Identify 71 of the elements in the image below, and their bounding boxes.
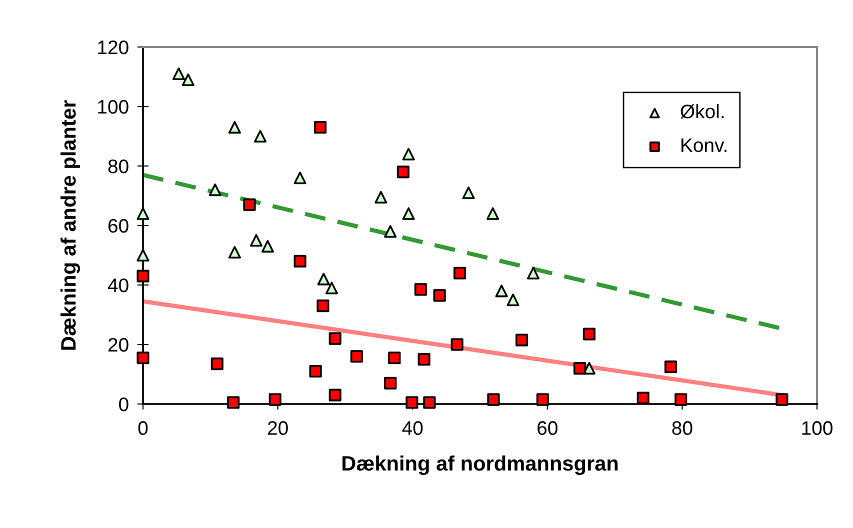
y-tick-label: 0 — [119, 397, 128, 412]
point — [450, 338, 464, 351]
point — [314, 121, 327, 134]
point — [453, 266, 466, 280]
y-tick-label: 40 — [108, 278, 128, 292]
point — [228, 246, 241, 259]
point — [250, 234, 263, 247]
point — [261, 240, 274, 253]
point — [227, 396, 240, 409]
point — [776, 393, 788, 406]
point — [136, 270, 150, 282]
point — [268, 393, 282, 406]
point — [396, 166, 410, 178]
x-tick-label: 80 — [672, 421, 692, 435]
legend-label: Økol. — [680, 104, 724, 119]
point — [350, 350, 363, 363]
point — [374, 190, 388, 204]
point — [516, 334, 528, 346]
point — [402, 148, 415, 160]
point — [294, 254, 306, 268]
x-tick-label: 100 — [802, 421, 832, 435]
legend-label: Konv. — [682, 138, 726, 152]
point — [309, 364, 322, 378]
point — [254, 130, 267, 143]
point — [384, 376, 397, 390]
point — [328, 332, 342, 345]
x-tick-label: 0 — [138, 421, 148, 435]
y-axis-title: Dækning af andre planter — [60, 100, 80, 350]
y-tick-label: 120 — [98, 40, 128, 54]
point — [536, 393, 549, 406]
point — [402, 207, 415, 220]
point — [582, 328, 596, 340]
point — [182, 73, 194, 86]
point — [573, 362, 586, 375]
point — [325, 282, 338, 294]
point — [136, 248, 150, 262]
y-tick-label: 80 — [108, 159, 128, 174]
x-tick-label: 20 — [268, 421, 288, 435]
x-tick-label: 40 — [402, 421, 423, 435]
point — [136, 207, 150, 220]
x-axis-title: Dækning af nordmannsgran — [342, 455, 618, 475]
x-tick-label: 60 — [538, 421, 558, 435]
point — [328, 388, 342, 402]
point — [208, 184, 222, 196]
point — [486, 207, 500, 220]
point — [210, 358, 224, 370]
point — [136, 352, 150, 364]
point — [674, 393, 688, 406]
point — [294, 172, 306, 184]
point — [487, 393, 500, 406]
point — [384, 225, 397, 238]
point — [506, 294, 520, 306]
point — [423, 396, 436, 409]
point — [388, 352, 401, 364]
point — [414, 283, 427, 296]
point — [495, 284, 508, 298]
point — [317, 272, 330, 286]
point — [664, 360, 678, 374]
point — [228, 121, 241, 134]
point — [636, 392, 650, 404]
point — [418, 353, 430, 366]
point — [243, 198, 256, 211]
point — [172, 67, 186, 80]
point — [433, 289, 446, 302]
y-tick-label: 60 — [108, 218, 128, 233]
y-tick-label: 20 — [108, 338, 128, 352]
point — [406, 396, 418, 409]
point — [526, 266, 540, 280]
point — [462, 186, 475, 200]
point — [316, 300, 330, 312]
y-tick-label: 100 — [98, 100, 128, 114]
